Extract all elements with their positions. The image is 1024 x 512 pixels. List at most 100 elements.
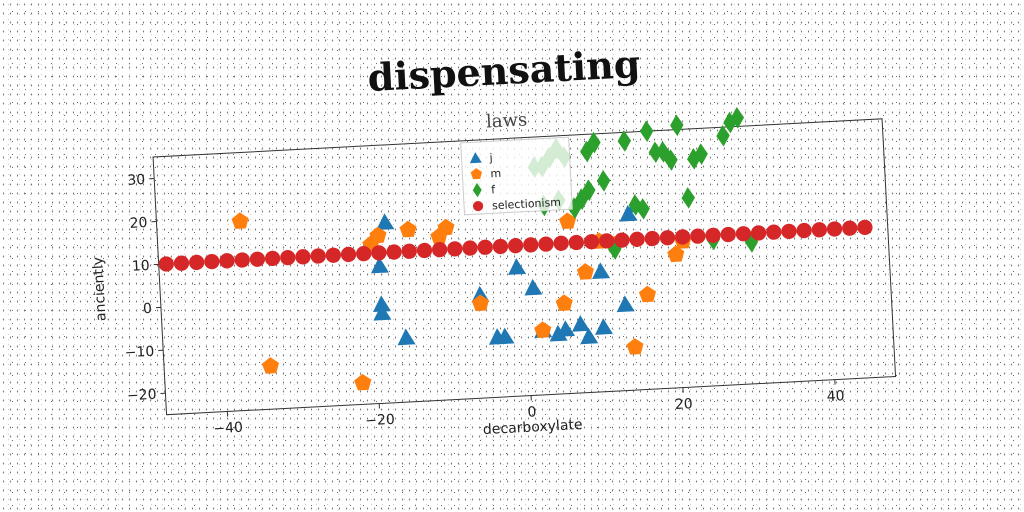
data-point-m xyxy=(471,294,489,312)
data-point-m xyxy=(558,212,577,229)
y-tick-label: −20 xyxy=(127,387,157,405)
data-point-j xyxy=(592,262,611,280)
data-point-f xyxy=(582,179,596,201)
data-point-selectionism xyxy=(189,254,205,271)
data-point-f xyxy=(587,131,601,154)
data-point-selectionism xyxy=(690,228,706,244)
data-point-selectionism xyxy=(705,227,721,243)
data-point-j xyxy=(372,295,391,313)
data-point-selectionism xyxy=(356,245,372,262)
data-point-j xyxy=(580,327,599,345)
data-point-m xyxy=(261,357,280,374)
data-point-f xyxy=(694,143,708,165)
data-point-f xyxy=(636,198,650,220)
data-point-m xyxy=(231,212,249,229)
data-point-selectionism xyxy=(204,253,220,270)
data-point-j xyxy=(549,324,568,342)
data-point-selectionism xyxy=(735,226,752,242)
data-point-j xyxy=(397,328,416,346)
data-point-selectionism xyxy=(158,256,174,272)
x-axis: −40 −20 0 20 40 xyxy=(213,379,845,437)
data-point-f xyxy=(670,114,684,137)
data-point-selectionism xyxy=(249,251,266,267)
data-point-m xyxy=(354,373,372,391)
data-point-selectionism xyxy=(477,239,493,255)
data-point-selectionism xyxy=(538,236,554,252)
data-point-j xyxy=(376,213,395,231)
data-point-selectionism xyxy=(842,220,858,236)
data-point-selectionism xyxy=(325,247,341,263)
x-tick-label: 40 xyxy=(826,388,845,405)
data-point-f xyxy=(687,148,701,170)
data-point-f xyxy=(723,111,737,134)
data-point-j xyxy=(496,327,515,345)
data-point-m xyxy=(437,218,455,236)
data-marks xyxy=(158,107,873,391)
data-point-selectionism xyxy=(492,238,509,255)
data-point-selectionism xyxy=(462,240,478,256)
legend-box xyxy=(460,136,573,216)
data-point-m xyxy=(576,263,594,280)
data-point-selectionism xyxy=(219,253,235,269)
data-point-f xyxy=(617,130,632,152)
data-point-selectionism xyxy=(583,234,600,250)
data-point-j xyxy=(557,320,576,337)
data-point-selectionism xyxy=(234,252,250,268)
data-point-j xyxy=(616,295,635,313)
data-point-selectionism xyxy=(659,230,676,246)
data-point-f xyxy=(648,141,663,164)
data-point-f xyxy=(730,107,745,129)
chart-title: dispensating xyxy=(366,41,641,100)
x-tick-label: 20 xyxy=(675,396,694,413)
data-point-m xyxy=(399,220,417,238)
data-point-selectionism xyxy=(811,222,827,238)
data-point-selectionism xyxy=(781,223,797,240)
data-point-f xyxy=(664,149,678,171)
y-tick-label: 20 xyxy=(129,215,148,232)
data-point-j xyxy=(373,303,392,321)
data-point-j xyxy=(572,315,590,332)
data-point-f xyxy=(580,140,594,163)
data-point-selectionism xyxy=(629,231,645,247)
legend-marker-4 xyxy=(472,200,484,212)
legend-label: f xyxy=(491,183,497,196)
data-point-selectionism xyxy=(310,248,326,264)
data-point-selectionism xyxy=(295,249,311,265)
data-point-selectionism xyxy=(371,245,387,261)
data-point-m xyxy=(626,338,644,355)
x-tick-label: −40 xyxy=(213,420,243,438)
x-tick-label: −20 xyxy=(365,412,395,430)
data-point-selectionism xyxy=(173,255,190,271)
y-tick-label: 0 xyxy=(143,301,153,317)
data-point-selectionism xyxy=(826,221,843,237)
data-point-selectionism xyxy=(280,249,296,266)
y-tick-label: −10 xyxy=(124,344,154,362)
data-point-selectionism xyxy=(568,234,584,251)
legend-label: m xyxy=(490,167,501,181)
data-point-m xyxy=(555,294,573,311)
plot-area: laws −40 −20 0 20 40 −20 −10 0 10 20 30 jmfselect… xyxy=(90,107,897,438)
data-point-selectionism xyxy=(432,242,448,258)
x-axis-label: decarboxylate xyxy=(483,417,583,438)
data-point-f xyxy=(596,170,611,192)
y-tick-label: 30 xyxy=(127,172,146,189)
data-point-selectionism xyxy=(401,243,417,259)
data-point-m xyxy=(534,321,552,338)
data-point-selectionism xyxy=(720,226,736,243)
data-point-selectionism xyxy=(447,241,463,257)
x-tick-label: 0 xyxy=(527,404,537,420)
data-point-selectionism xyxy=(857,219,873,236)
y-axis: −20 −10 0 10 20 30 xyxy=(124,172,166,405)
y-tick-label: 10 xyxy=(132,258,151,275)
chart-subtitle: laws xyxy=(486,109,528,132)
data-point-selectionism xyxy=(675,229,691,245)
data-point-selectionism xyxy=(796,222,812,239)
data-point-selectionism xyxy=(507,238,524,254)
data-point-f xyxy=(716,124,730,147)
data-point-selectionism xyxy=(340,246,357,263)
data-point-selectionism xyxy=(614,232,630,248)
legend-label: selectionism xyxy=(492,196,562,213)
data-point-selectionism xyxy=(416,242,433,259)
